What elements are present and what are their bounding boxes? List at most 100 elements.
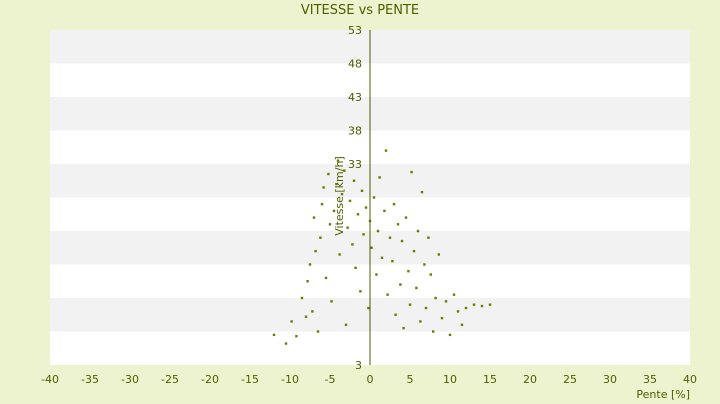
data-point [423, 263, 426, 266]
data-point [452, 293, 456, 296]
data-point [424, 306, 428, 310]
data-point [328, 223, 332, 226]
x-tick-label: -15 [241, 373, 259, 386]
data-point [344, 323, 348, 326]
data-point [354, 266, 357, 270]
data-point [419, 320, 422, 323]
x-tick-label: 40 [683, 373, 697, 386]
data-point [322, 186, 325, 189]
x-axis-label: Pente [%] [636, 388, 690, 400]
y-axis-label: Vitesse [km/h] [333, 156, 346, 236]
data-point [314, 249, 317, 253]
data-point [375, 273, 378, 276]
data-point [394, 313, 397, 316]
data-point [396, 223, 400, 226]
data-point [427, 236, 430, 239]
data-point [327, 172, 330, 176]
data-point [407, 270, 410, 273]
data-point [440, 316, 444, 320]
x-tick-label: 20 [523, 373, 537, 386]
y-tick-label: 33 [348, 158, 362, 171]
data-point [346, 226, 349, 229]
data-point [420, 190, 424, 194]
data-point [383, 209, 386, 213]
x-tick-label: -40 [41, 373, 59, 386]
data-point [429, 273, 432, 276]
data-point [410, 170, 413, 174]
data-point [359, 290, 362, 293]
data-point [351, 243, 354, 246]
data-point [348, 199, 352, 203]
x-tick-label: 30 [603, 373, 617, 386]
x-tick-label: -35 [81, 373, 99, 386]
data-point [391, 259, 394, 263]
x-tick-label: 25 [563, 373, 577, 386]
data-point [386, 293, 389, 296]
data-point [367, 306, 370, 310]
x-tick-label: -10 [281, 373, 299, 386]
data-point [448, 333, 452, 337]
x-tick-label: -25 [161, 373, 179, 386]
x-tick-label: 0 [367, 373, 374, 386]
data-point [392, 203, 396, 206]
data-point [370, 246, 373, 249]
data-point [415, 286, 418, 290]
data-point [488, 303, 492, 306]
data-point [343, 169, 346, 172]
x-tick-label: 35 [643, 373, 657, 386]
data-point [330, 300, 333, 303]
data-point [472, 303, 476, 306]
data-point [272, 333, 276, 337]
data-point [311, 310, 314, 313]
data-point [388, 236, 392, 239]
data-point [316, 330, 320, 333]
data-point [308, 263, 312, 266]
data-point [364, 206, 368, 209]
data-points [272, 149, 492, 345]
x-tick-label: -5 [325, 373, 336, 386]
data-point [399, 283, 402, 286]
data-point [432, 330, 435, 333]
data-point [372, 196, 376, 199]
data-point [319, 236, 322, 239]
x-tick-label: 5 [407, 373, 414, 386]
data-point [404, 216, 408, 219]
data-point [320, 203, 324, 206]
x-tick-label: -20 [201, 373, 219, 386]
chart-title: VITESSE vs PENTE [301, 3, 419, 18]
data-point [434, 296, 437, 300]
data-point [324, 276, 328, 280]
data-point [304, 315, 308, 318]
data-point [437, 253, 440, 256]
y-tick-label: 53 [348, 24, 362, 37]
y-tick-label: 38 [348, 125, 362, 138]
data-point [384, 149, 388, 152]
y-tick-label: 48 [348, 58, 362, 71]
data-point [336, 159, 340, 162]
data-point [312, 216, 316, 219]
axes: -40 -35 -30 -25 -20 -15 -10 -5 0 5 10 15 20 25 30 35 40 3… [41, 24, 697, 386]
data-point [402, 326, 405, 330]
data-point [444, 300, 448, 303]
y-tick-label: 43 [348, 91, 362, 104]
x-tick-label: 10 [443, 373, 457, 386]
data-point [340, 192, 344, 196]
y-tick-label: 3 [355, 359, 362, 372]
x-tick-label: -30 [121, 373, 139, 386]
data-point [335, 182, 338, 186]
data-point [332, 209, 336, 213]
data-point [456, 310, 460, 313]
data-point [284, 342, 288, 345]
data-point [416, 229, 420, 233]
data-point [480, 304, 484, 308]
data-point [464, 306, 468, 310]
data-point [408, 303, 412, 306]
data-point [356, 213, 360, 216]
data-point [380, 256, 384, 259]
data-point [378, 176, 381, 179]
data-point [338, 253, 341, 256]
data-point [376, 229, 380, 233]
data-point [360, 189, 364, 192]
